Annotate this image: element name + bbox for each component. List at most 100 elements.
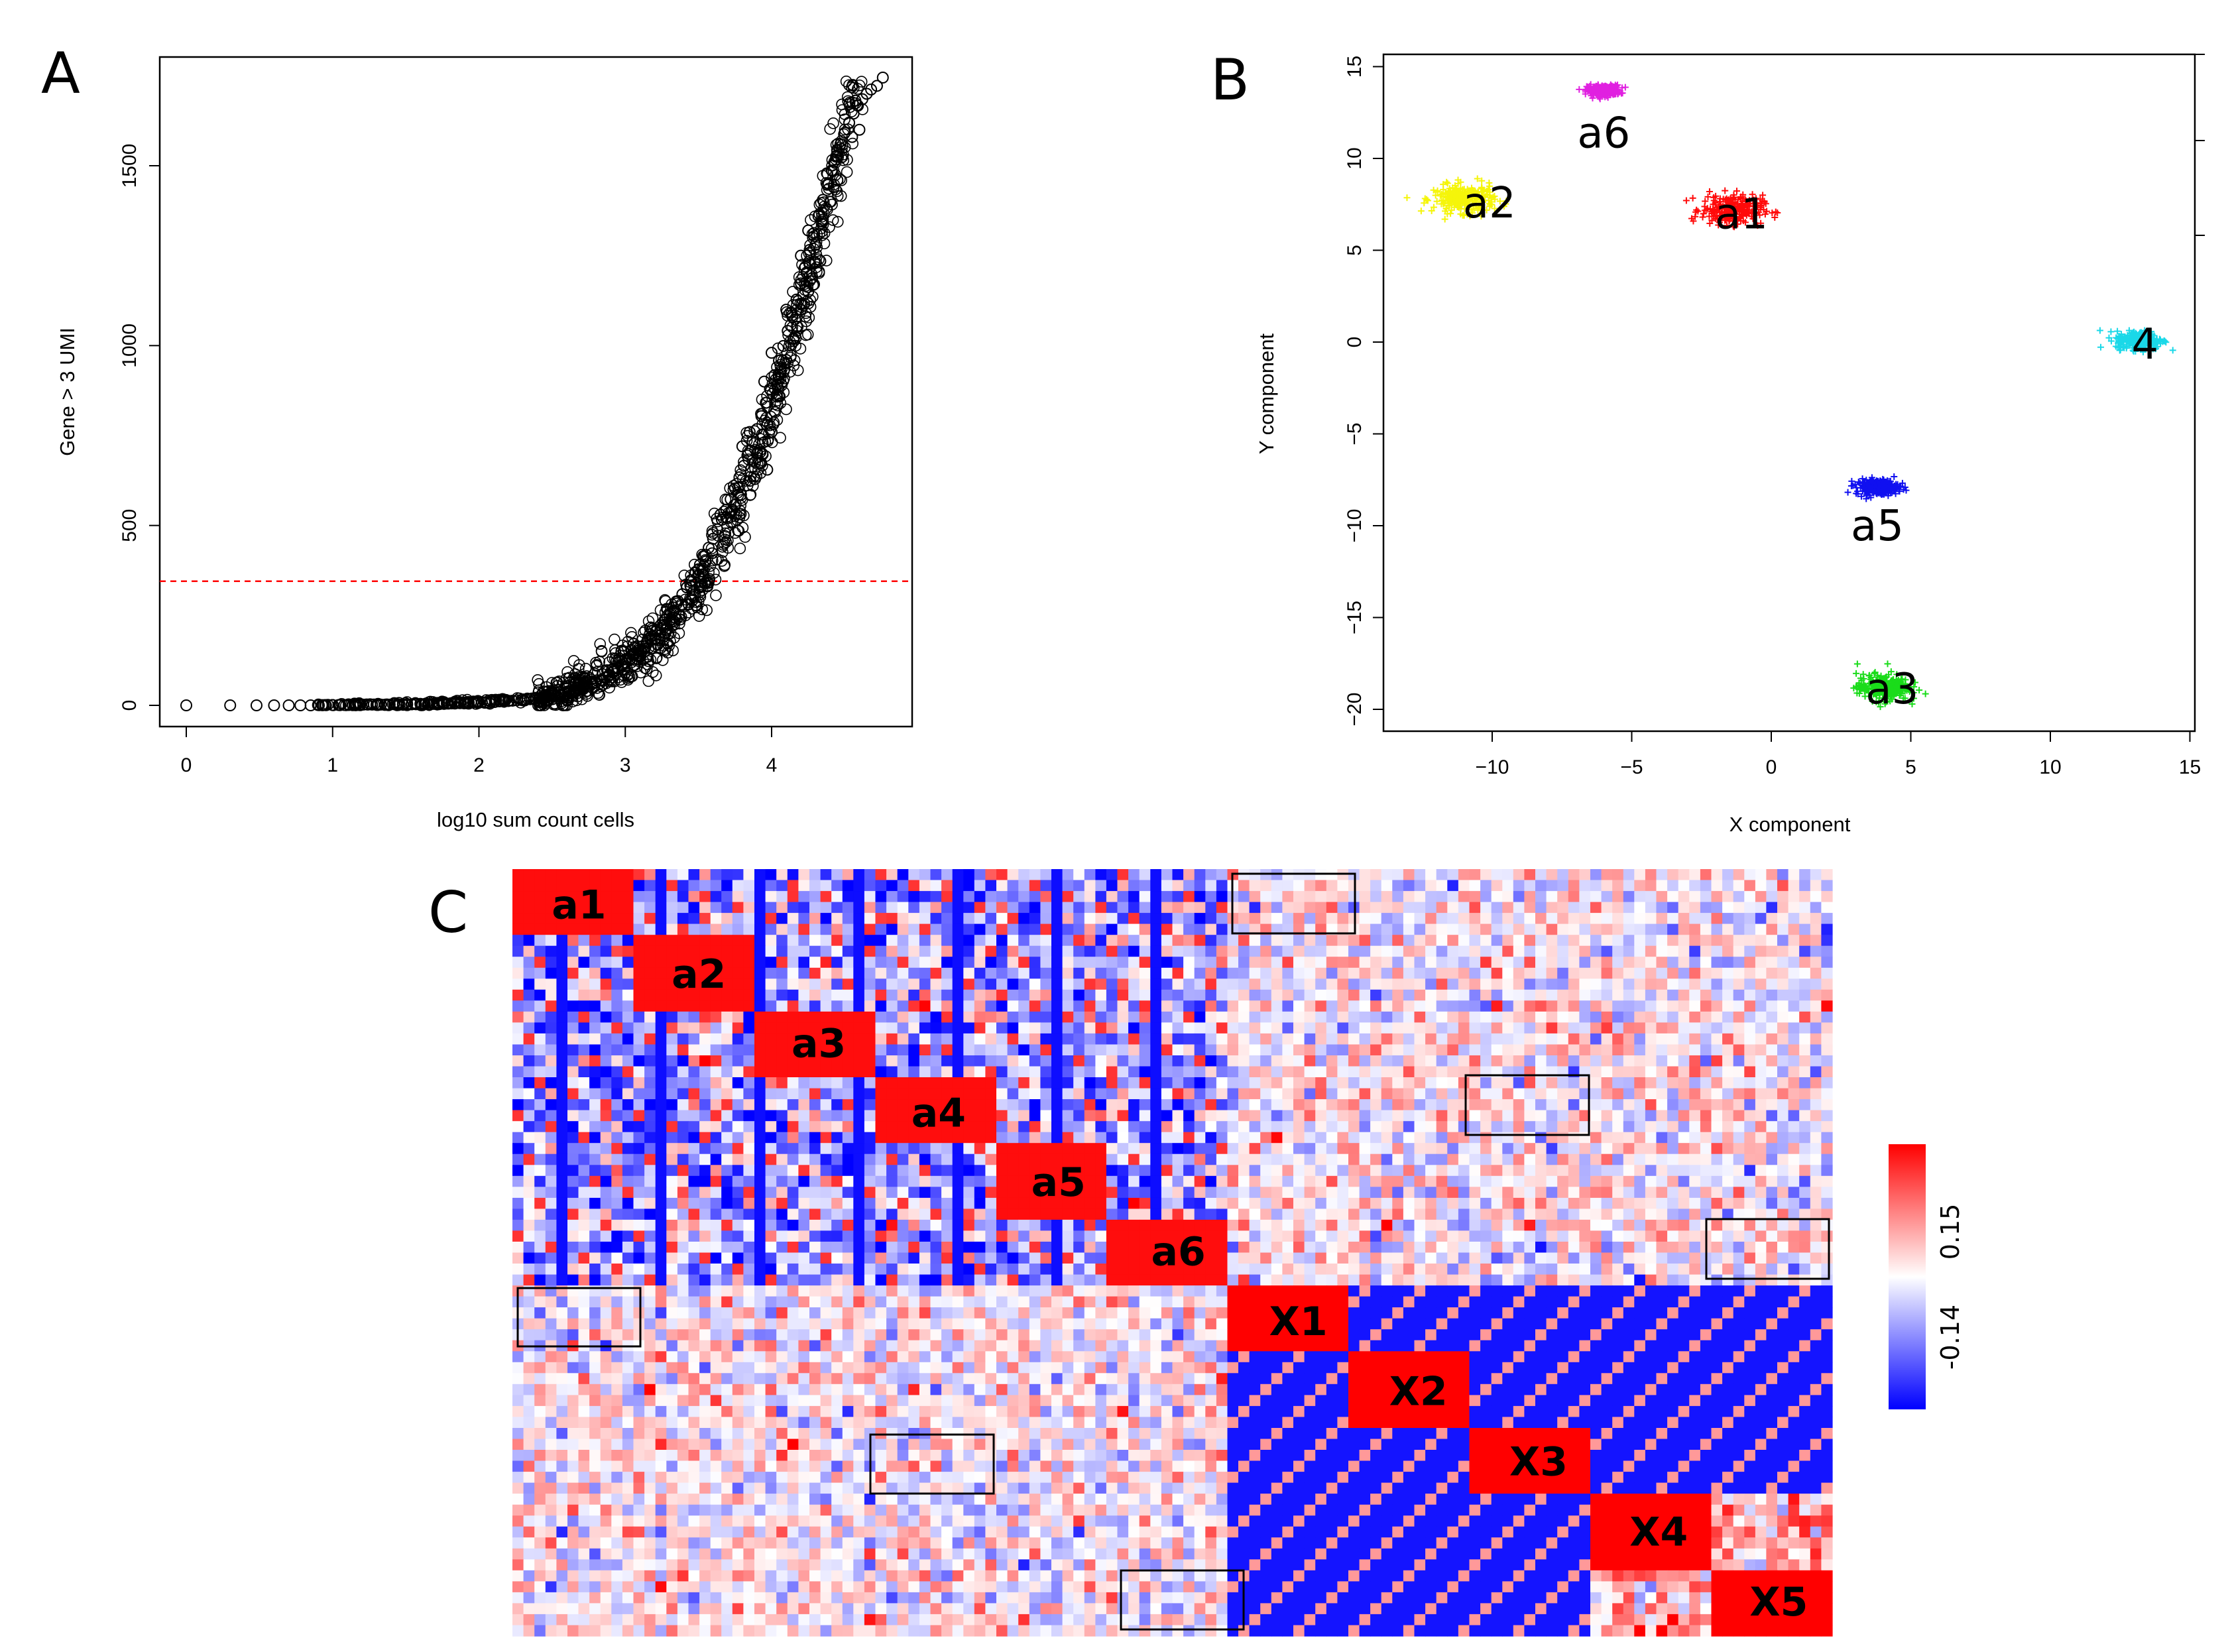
heatmap-cell <box>1777 1033 1789 1045</box>
heatmap-cell <box>1799 1055 1811 1067</box>
heatmap-cell <box>1326 935 1338 947</box>
heatmap-cell <box>1689 1022 1701 1034</box>
heatmap-cell <box>1282 957 1294 969</box>
heatmap-cell <box>952 1022 964 1034</box>
heatmap-cell <box>1579 880 1591 892</box>
heatmap-cell <box>1051 902 1063 914</box>
heatmap-cell <box>1260 1033 1272 1045</box>
panel-letter-c: C <box>428 880 468 946</box>
heatmap-cell <box>633 978 645 990</box>
heatmap-cell <box>1700 978 1712 990</box>
heatmap-cell <box>1810 1022 1822 1034</box>
heatmap-cell <box>677 1011 689 1023</box>
heatmap-cell <box>710 1033 722 1045</box>
heatmap-cell <box>1403 869 1415 881</box>
panel-a-point <box>688 558 701 571</box>
heatmap-cell <box>754 913 766 925</box>
heatmap-cell <box>1810 1033 1822 1045</box>
heatmap-cell <box>1810 891 1822 903</box>
heatmap-cell <box>1051 880 1063 892</box>
heatmap-cell <box>1139 989 1151 1001</box>
heatmap-cell <box>1161 1000 1173 1012</box>
heatmap-cell <box>1579 923 1591 935</box>
heatmap-cell <box>1238 1011 1250 1023</box>
heatmap-cell <box>710 891 722 903</box>
heatmap-cell <box>875 1011 887 1023</box>
heatmap-cell <box>1711 957 1723 969</box>
heatmap-cell <box>1029 945 1041 957</box>
heatmap-cell <box>1326 913 1338 925</box>
heatmap-cell <box>1084 978 1096 990</box>
heatmap-cell <box>1007 1000 1019 1012</box>
heatmap-cell <box>512 891 524 903</box>
heatmap-cell <box>996 913 1008 925</box>
heatmap-cell <box>1348 989 1360 1001</box>
heatmap-cell <box>1667 945 1679 957</box>
heatmap-cell <box>776 945 788 957</box>
heatmap-cell <box>677 1055 689 1067</box>
heatmap-cell <box>1161 1011 1173 1023</box>
heatmap-cell <box>853 1055 865 1067</box>
heatmap-cell <box>1073 869 1085 881</box>
heatmap-cell <box>1293 1011 1305 1023</box>
heatmap-cell <box>655 902 667 914</box>
heatmap-cell <box>1590 957 1602 969</box>
heatmap-cell <box>1183 1022 1195 1034</box>
heatmap-cell <box>1447 891 1459 903</box>
heatmap-cell <box>633 1055 645 1067</box>
heatmap-cell <box>1172 891 1184 903</box>
heatmap-cell <box>952 891 964 903</box>
heatmap-cell <box>1238 1033 1250 1045</box>
heatmap-cell <box>864 923 876 935</box>
heatmap-cell <box>556 1044 568 1056</box>
heatmap-cell <box>941 1011 953 1023</box>
heatmap-cell <box>1040 967 1052 979</box>
heatmap-cell <box>1447 902 1459 914</box>
heatmap-cell <box>545 978 557 990</box>
heatmap-cell <box>1359 1011 1371 1023</box>
panel-a-point <box>846 131 858 143</box>
heatmap-cell <box>1689 1000 1701 1012</box>
heatmap-cell <box>754 1022 766 1034</box>
heatmap-cell <box>1271 935 1283 947</box>
heatmap-cell <box>1359 978 1371 990</box>
heatmap-cell <box>809 967 821 979</box>
heatmap-cell <box>985 891 997 903</box>
heatmap-cell <box>721 1011 733 1023</box>
heatmap-cell <box>1117 902 1129 914</box>
panel-a-point <box>833 141 846 154</box>
heatmap-cell <box>611 880 623 892</box>
heatmap-cell <box>1733 967 1745 979</box>
heatmap-cell <box>1425 989 1437 1001</box>
heatmap-cell <box>1766 935 1778 947</box>
heatmap-cell <box>930 935 942 947</box>
heatmap-cell <box>941 978 953 990</box>
heatmap-cell <box>545 869 557 881</box>
panel-a-point <box>625 626 637 639</box>
panel-a-point <box>722 534 734 547</box>
heatmap-cell <box>996 1055 1008 1067</box>
heatmap-cell <box>1689 902 1701 914</box>
heatmap-cell <box>919 1033 931 1045</box>
heatmap-cell <box>1051 989 1063 1001</box>
heatmap-cell <box>699 902 711 914</box>
heatmap-cell <box>765 880 777 892</box>
heatmap-cell <box>1216 978 1228 990</box>
heatmap-cell <box>1359 902 1371 914</box>
heatmap-cell <box>589 1033 601 1045</box>
heatmap-cell <box>1491 923 1503 935</box>
heatmap-cell <box>589 869 601 881</box>
panel-a-point <box>736 473 749 485</box>
heatmap-cell <box>1535 945 1547 957</box>
heatmap-cell <box>1469 1055 1481 1067</box>
heatmap-cell <box>1062 935 1074 947</box>
heatmap-cell <box>996 1000 1008 1012</box>
heatmap-cell <box>1766 1033 1778 1045</box>
heatmap-cell <box>1161 880 1173 892</box>
heatmap-cell <box>1128 869 1140 881</box>
heatmap-cell <box>1128 1000 1140 1012</box>
heatmap-cell <box>1128 1033 1140 1045</box>
heatmap-cell <box>1216 1011 1228 1023</box>
heatmap-cell <box>1480 945 1492 957</box>
heatmap-cell <box>1293 1022 1305 1034</box>
